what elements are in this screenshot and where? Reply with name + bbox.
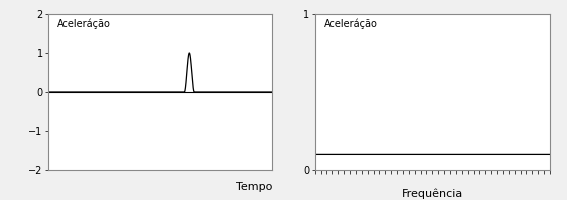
Text: Aceleráção: Aceleráção <box>57 19 111 29</box>
Text: Aceleráção: Aceleráção <box>324 19 378 29</box>
Text: Frequência: Frequência <box>401 189 463 199</box>
Text: Tempo: Tempo <box>236 182 272 192</box>
